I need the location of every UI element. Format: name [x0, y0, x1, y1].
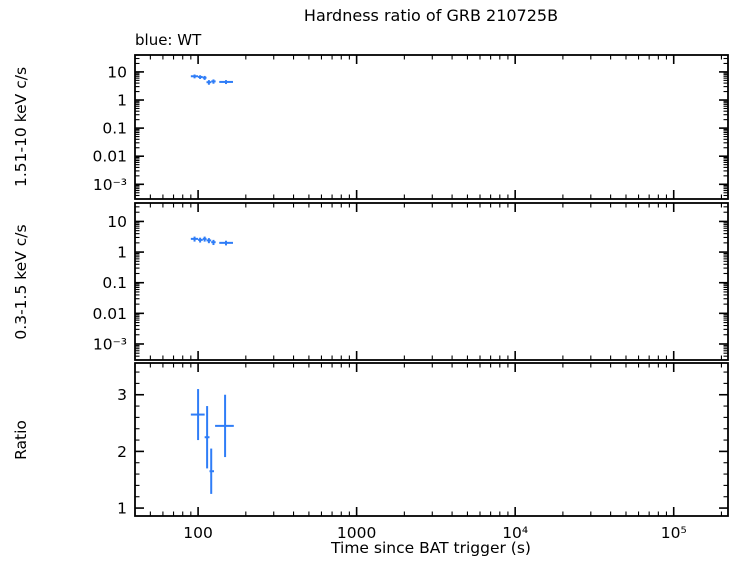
y-axis-label-hard-band: 1.51-10 keV c/s: [12, 67, 30, 187]
y-tick-label: 10: [107, 213, 127, 231]
x-tick-label: 10⁵: [661, 524, 687, 542]
y-tick-label: 0.1: [102, 120, 127, 138]
plot-panels: 10 1 0.1 0.01 10⁻³ 10 1 0.1 0.01 10⁻³ 1 2 3 100 1000 10…: [92, 54, 729, 542]
y-tick-label: 2: [117, 443, 127, 461]
panel-box: [134, 54, 729, 200]
y-tick-label: 10: [107, 63, 127, 81]
y-tick-label: 1: [117, 92, 127, 110]
x-axis-label: Time since BAT trigger (s): [330, 539, 531, 557]
x-tick-label: 100: [183, 524, 213, 542]
panel-box: [134, 202, 729, 361]
x-tick-label: 10⁴: [502, 524, 528, 542]
legend-annotation: blue: WT: [135, 31, 202, 49]
y-tick-label: 0.01: [92, 305, 127, 323]
y-tick-label: 1: [117, 244, 127, 262]
y-tick-label: 10⁻³: [93, 176, 127, 194]
panel-box: [134, 362, 729, 517]
y-axis-label-ratio: Ratio: [12, 420, 30, 460]
y-tick-label: 1: [117, 500, 127, 518]
y-axis-label-soft-band: 0.3-1.5 keV c/s: [12, 224, 30, 339]
chart-title: Hardness ratio of GRB 210725B: [304, 6, 558, 25]
x-tick-label: 1000: [337, 524, 376, 542]
y-tick-label: 10⁻³: [93, 335, 127, 353]
y-tick-label: 0.1: [102, 274, 127, 292]
y-tick-label: 0.01: [92, 148, 127, 166]
y-tick-label: 3: [117, 386, 127, 404]
